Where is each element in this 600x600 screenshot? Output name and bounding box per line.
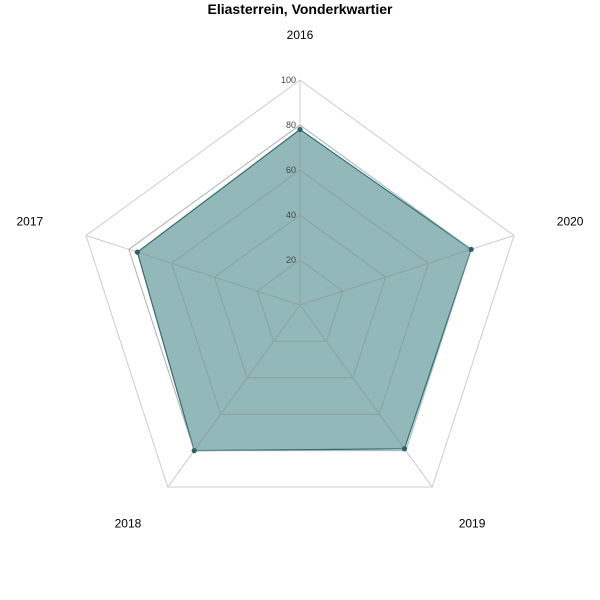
grid-ring-overlay-80 bbox=[128, 124, 472, 452]
data-point-2018 bbox=[191, 448, 197, 454]
grid-ring-overlay-40 bbox=[213, 214, 387, 379]
data-point-2016 bbox=[297, 126, 303, 133]
spoke-overlay-2017 bbox=[137, 251, 301, 306]
grid-ring-overlay-60 bbox=[171, 169, 429, 415]
axis-label-2020: 2020 bbox=[557, 215, 584, 229]
tick-label-80: 80 bbox=[286, 120, 296, 130]
spoke-overlay-2019 bbox=[299, 304, 405, 450]
spoke-overlay-2020 bbox=[299, 248, 472, 306]
chart-title: Eliasterrein, Vonderkwartier bbox=[207, 1, 393, 17]
tick-label-20: 20 bbox=[286, 255, 296, 265]
spoke-overlay-2018 bbox=[193, 304, 301, 451]
tick-label-100: 100 bbox=[281, 75, 296, 85]
axis-label-2018: 2018 bbox=[115, 516, 142, 530]
grid-ring-overlay-20 bbox=[256, 259, 344, 342]
data-area bbox=[136, 128, 472, 452]
axis-label-2016: 2016 bbox=[287, 28, 314, 42]
tick-label-60: 60 bbox=[286, 165, 296, 175]
grid-ring-100 bbox=[85, 79, 515, 488]
tick-label-40: 40 bbox=[286, 210, 296, 220]
axis-label-2019: 2019 bbox=[459, 516, 486, 530]
axis-label-2017: 2017 bbox=[17, 215, 44, 229]
data-point-2020 bbox=[468, 246, 474, 252]
data-point-2019 bbox=[401, 446, 408, 452]
data-point-2017 bbox=[134, 249, 140, 255]
